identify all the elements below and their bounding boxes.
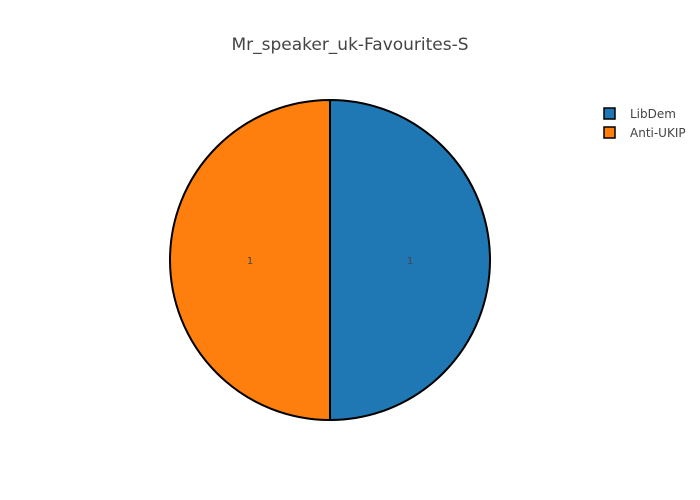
pie-slice-libdem[interactable]	[329, 99, 491, 421]
slice-value-label-anti-ukip: 1	[247, 256, 253, 267]
legend-label: Anti-UKIP	[630, 126, 686, 140]
legend-label: LibDem	[630, 107, 676, 121]
legend: LibDem Anti-UKIP	[603, 107, 686, 140]
pie-slice-anti-ukip[interactable]	[169, 99, 331, 421]
legend-item-anti-ukip[interactable]: Anti-UKIP	[603, 126, 686, 140]
legend-swatch	[603, 126, 616, 139]
slices-layer	[169, 99, 491, 421]
chart-title: Mr_speaker_uk-Favourites-S	[231, 35, 468, 55]
legend-swatch	[603, 107, 616, 120]
slice-labels-layer: 11	[247, 256, 413, 267]
slice-value-label-libdem: 1	[407, 256, 413, 267]
legend-item-libdem[interactable]: LibDem	[603, 107, 676, 121]
